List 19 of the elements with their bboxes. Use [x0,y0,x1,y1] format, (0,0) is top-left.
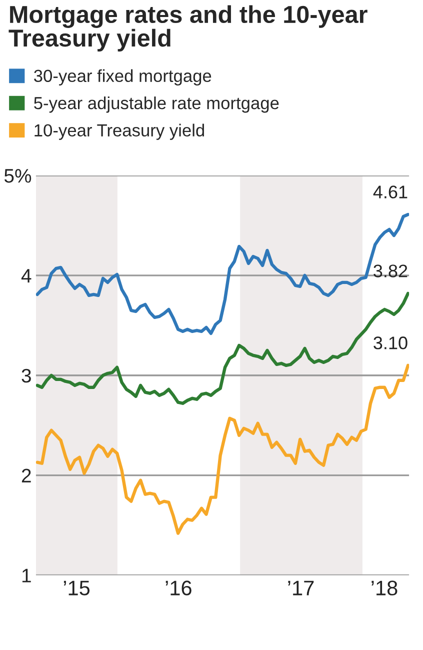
y-tick-label: 1 [22,568,31,582]
x-tick-label: ’18 [372,580,398,596]
x-tick-label: ’15 [64,580,90,596]
y-tick-label: 2 [22,468,31,482]
data-label: 3.82 [374,264,408,278]
line-series [36,212,410,335]
chart-title: Mortgage rates and the 10-year Treasury yield [8,5,368,52]
y-tick-label: 3 [22,368,31,383]
legend-label: 5-year adjustable rate mortgage [34,96,279,113]
x-tick-label: ’16 [166,580,192,596]
legend-label: 10-year Treasury yield [34,124,204,140]
data-label: 3.10 [374,336,408,350]
line-series [36,364,410,535]
line-series [36,292,410,405]
data-label: 4.61 [373,186,408,198]
y-tick-label: 4 [21,269,32,282]
y-tick-label: 5% [4,169,32,183]
x-tick-label: ’17 [288,580,314,596]
legend-label: 30-year fixed mortgage [34,69,212,86]
